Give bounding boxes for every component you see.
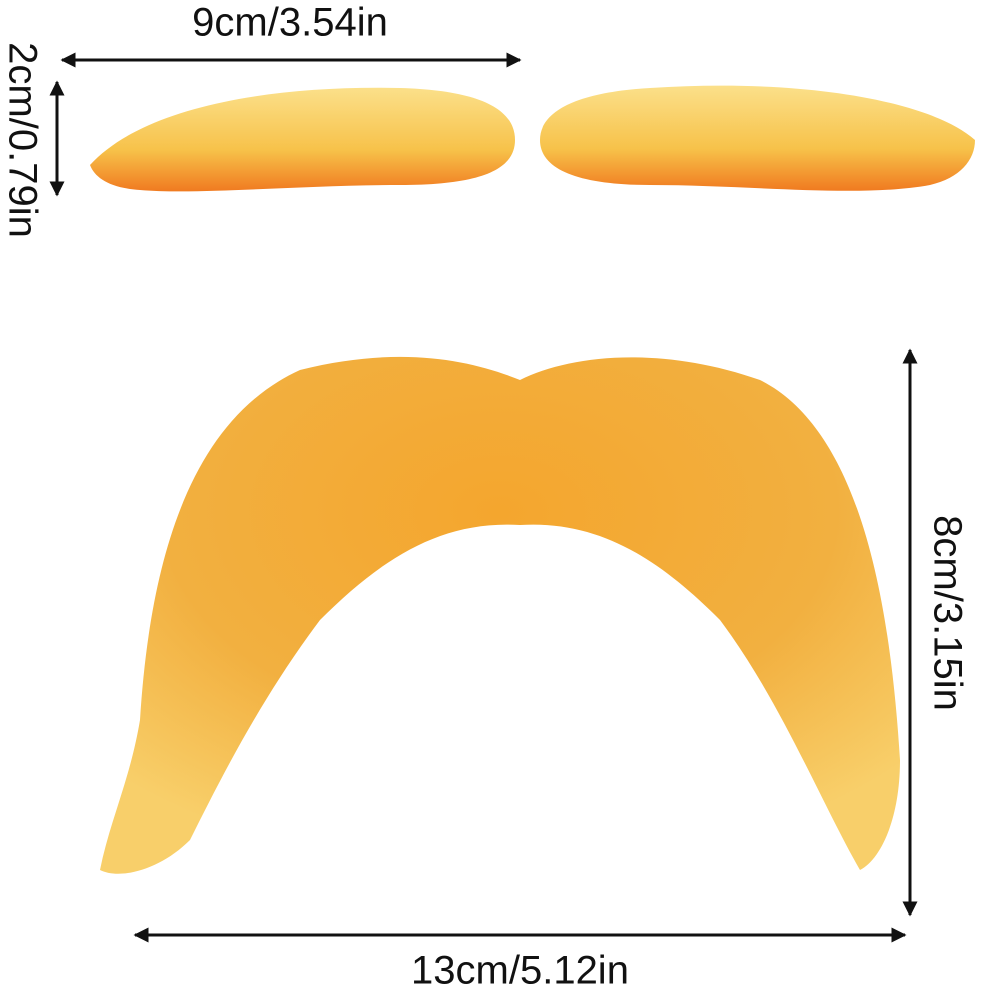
dimension-label: 2cm/0.79in bbox=[0, 42, 44, 238]
dimension-label: 9cm/3.54in bbox=[192, 1, 388, 45]
right-eyebrow bbox=[540, 85, 975, 191]
mustache bbox=[100, 356, 900, 874]
left-eyebrow bbox=[90, 87, 515, 192]
dimension-label: 8cm/3.15in bbox=[925, 515, 969, 711]
dimension-label: 13cm/5.12in bbox=[411, 949, 629, 993]
